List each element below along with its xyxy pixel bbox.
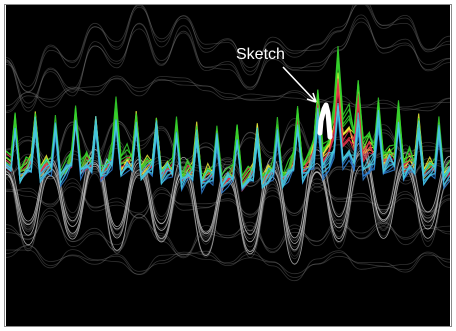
highlighted-series-line-green [6,45,450,178]
sketch-stroke [317,102,333,140]
annotation-group: Sketch [236,46,333,140]
context-series-line [6,77,450,114]
highlighted-series-group [6,45,450,195]
context-series-line [6,5,450,87]
annotation-arrow [282,66,317,103]
context-series-line [6,145,450,242]
context-series-line [6,244,450,279]
context-series-line [6,75,450,112]
context-series-line [6,245,450,275]
chart-area: Sketch [6,5,450,326]
time-series-chart: Sketch [6,5,450,326]
context-series-line [6,5,450,93]
context-series-line [6,214,450,256]
context-series-line [6,17,450,109]
highlighted-series-line-cyan [6,107,450,189]
context-series-line [6,249,450,282]
context-series-line [6,210,450,259]
context-series-line [6,21,450,112]
annotation-label: Sketch [236,46,285,63]
context-series-line [6,141,450,241]
context-series-line [6,14,450,104]
context-series-line [6,5,450,93]
context-series-line [6,76,450,109]
